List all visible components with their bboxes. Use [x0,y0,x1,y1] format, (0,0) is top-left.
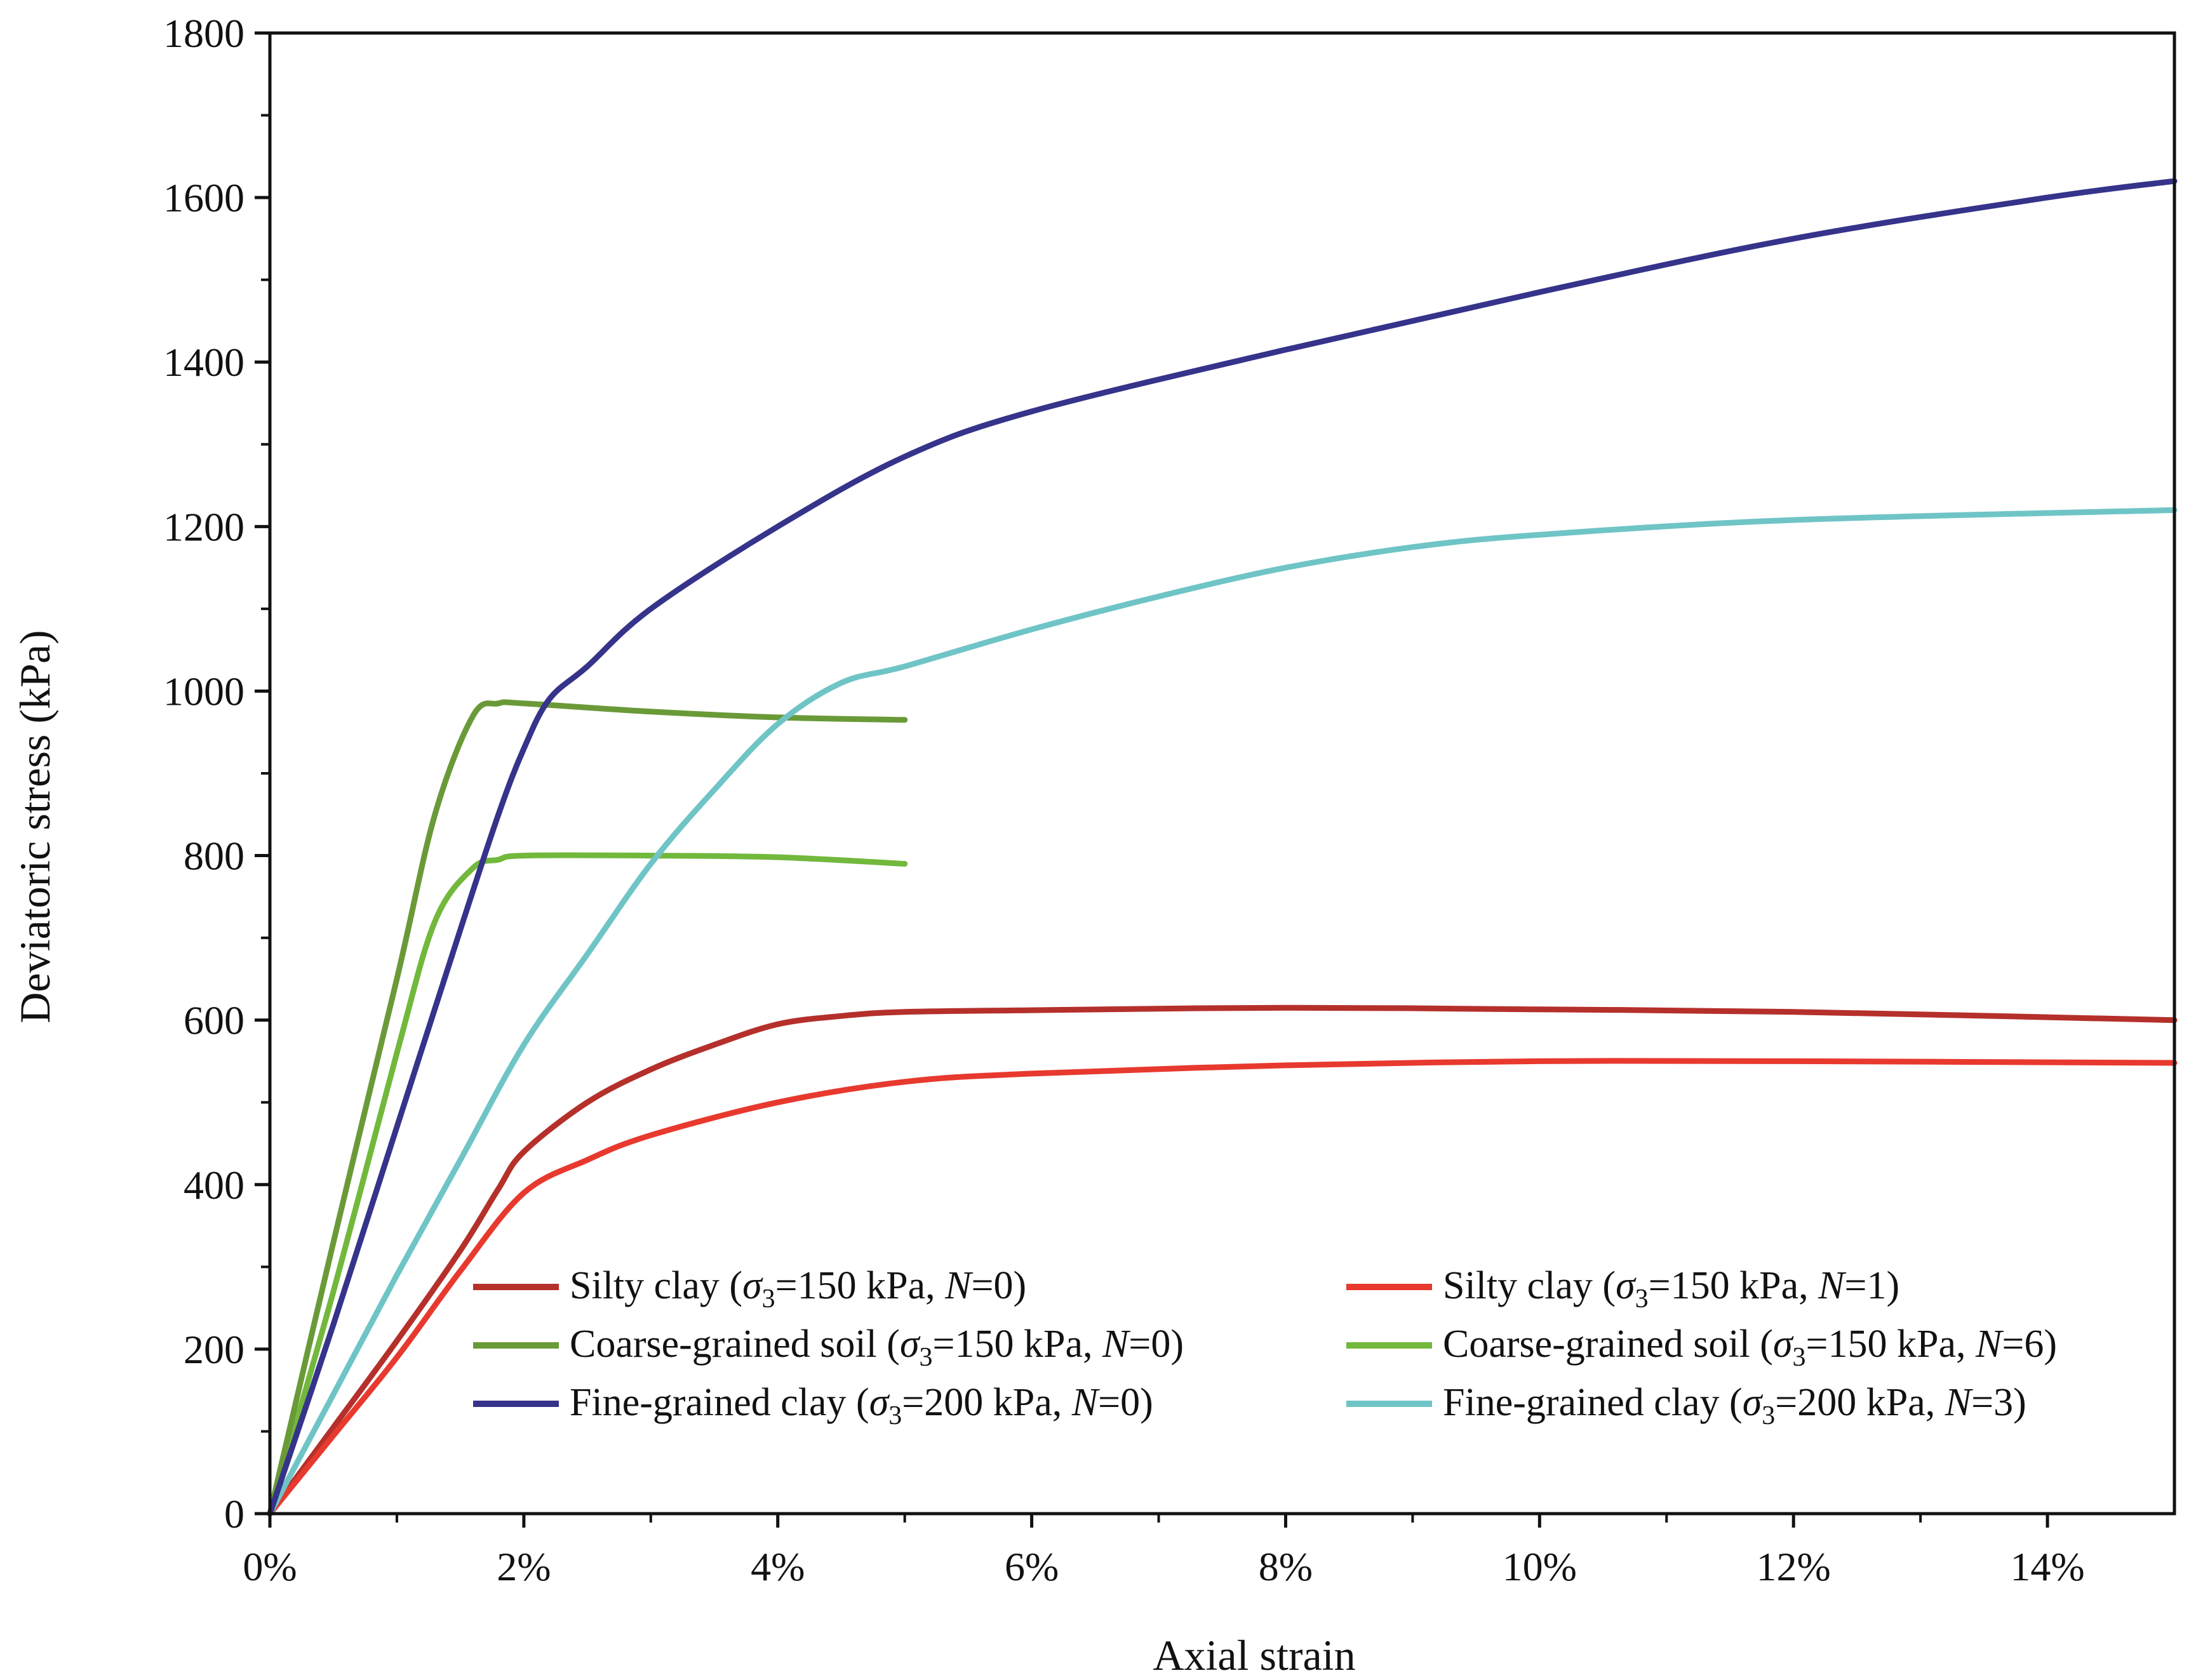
legend-label-part: Coarse-grained soil ( [570,1323,900,1366]
legend-label-part: Fine-grained clay ( [1443,1381,1743,1424]
x-tick-label: 4% [751,1544,805,1589]
legend-item-5: Fine-grained clay (σ3=200 kPa, N=3) [1346,1381,2026,1430]
series-line-3 [267,852,908,1517]
y-tick-label: 1200 [163,504,244,549]
series-layer [267,178,2178,1517]
y-tick-label: 1400 [163,340,244,385]
legend-label-part: =3) [1971,1381,2026,1424]
legend-item-1: Silty clay (σ3=150 kPa, N=1) [1346,1264,1899,1314]
series-line-4 [267,178,2178,1517]
legend-item-2: Coarse-grained soil (σ3=150 kPa, N=0) [473,1323,1184,1372]
y-tick-label: 200 [184,1327,244,1372]
legend-label-part: Silty clay ( [570,1264,742,1307]
legend-label-part: =150 kPa, [933,1323,1102,1366]
legend-label: Fine-grained clay (σ3=200 kPa, N=0) [570,1381,1153,1430]
y-tick-label: 400 [184,1163,244,1208]
x-tick-label: 12% [1757,1544,1831,1589]
legend-label-part: σ [1743,1381,1764,1424]
legend-label-part: =200 kPa, [902,1381,1071,1424]
legend-label-part: Fine-grained clay ( [570,1381,869,1424]
legend-label-part: =0) [971,1264,1026,1307]
legend-label-part: 3 [920,1343,933,1372]
legend-label: Silty clay (σ3=150 kPa, N=1) [1443,1264,1899,1314]
legend-label: Fine-grained clay (σ3=200 kPa, N=3) [1443,1381,2026,1430]
legend-label: Coarse-grained soil (σ3=150 kPa, N=6) [1443,1323,2057,1372]
legend: Silty clay (σ3=150 kPa, N=0) Silty clay (… [473,1264,2057,1430]
legend-label-part: σ [900,1323,921,1366]
legend-label: Silty clay (σ3=150 kPa, N=0) [570,1264,1026,1314]
x-tick-label: 10% [1503,1544,1577,1589]
x-tick-label: 8% [1259,1544,1313,1589]
legend-label-part: 3 [1635,1284,1649,1314]
legend-label-part: =200 kPa, [1775,1381,1945,1424]
legend-label-part: Silty clay ( [1443,1264,1616,1307]
y-axis: 0 200 400 600 800 1000 1200 1400 1600 1800 [163,11,270,1537]
x-tick-label: 6% [1005,1544,1059,1589]
legend-label: Coarse-grained soil (σ3=150 kPa, N=0) [570,1323,1184,1372]
y-tick-label: 1000 [163,669,244,714]
legend-label-part: σ [1773,1323,1794,1366]
x-axis: 0% 2% 4% 6% 8% 10% 12% 14% [243,1514,2085,1589]
legend-label-part: 3 [1793,1343,1806,1372]
legend-label-part: 3 [1762,1401,1775,1430]
x-tick-label: 2% [497,1544,551,1589]
y-tick-label: 0 [224,1491,244,1537]
legend-label-part: =150 kPa, [1649,1264,1818,1307]
y-tick-label: 1600 [163,175,244,220]
legend-label-part: 3 [888,1401,902,1430]
series-line-5 [267,507,2178,1517]
legend-label-part: =150 kPa, [1806,1323,1976,1366]
legend-label-part: N [1071,1381,1101,1424]
legend-item-3: Coarse-grained soil (σ3=150 kPa, N=6) [1346,1323,2057,1372]
y-tick-label: 800 [184,834,244,879]
legend-label-part: =0) [1098,1381,1153,1424]
legend-label-part: N [1102,1323,1131,1366]
legend-label-part: Coarse-grained soil ( [1443,1323,1773,1366]
x-tick-label: 0% [243,1544,297,1589]
series-line-0 [267,1004,2178,1517]
legend-label-part: =6) [2002,1323,2057,1366]
y-tick-label: 600 [184,998,244,1043]
legend-item-4: Fine-grained clay (σ3=200 kPa, N=0) [473,1381,1153,1430]
legend-item-0: Silty clay (σ3=150 kPa, N=0) [473,1264,1026,1314]
legend-label-part: N [1975,1323,2004,1366]
legend-label-part: σ [1616,1264,1637,1307]
legend-label-part: σ [869,1381,890,1424]
legend-label-part: 3 [762,1284,775,1314]
series-line-2 [267,699,908,1517]
legend-label-part: N [944,1264,974,1307]
x-tick-label: 14% [2010,1544,2084,1589]
series-line-1 [267,1058,2178,1517]
legend-label-part: N [1818,1264,1847,1307]
legend-label-part: =150 kPa, [775,1264,945,1307]
legend-label-part: N [1945,1381,1974,1424]
legend-label-part: =0) [1128,1323,1184,1366]
y-axis-label: Deviatoric stress (kPa) [11,630,59,1023]
legend-label-part: =1) [1844,1264,1899,1307]
legend-label-part: σ [742,1264,763,1307]
x-axis-label: Axial strain [1153,1631,1355,1679]
y-tick-label: 1800 [163,11,244,56]
